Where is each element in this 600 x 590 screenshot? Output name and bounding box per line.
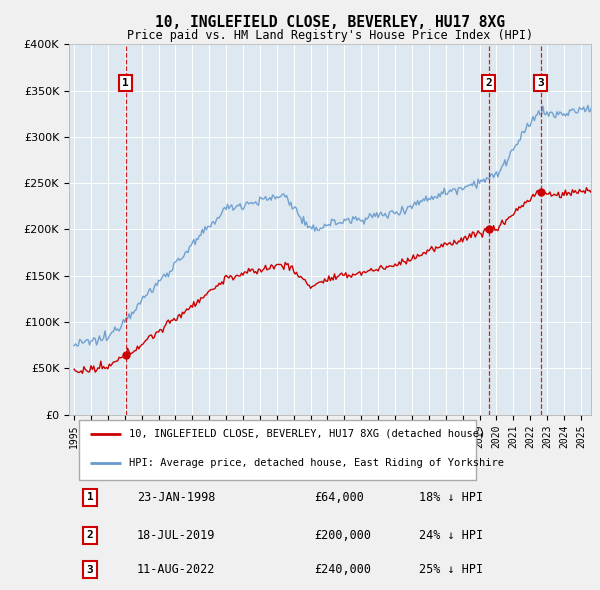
Text: 1: 1 xyxy=(86,493,93,503)
Text: 24% ↓ HPI: 24% ↓ HPI xyxy=(419,529,483,542)
Text: 1: 1 xyxy=(122,78,129,88)
Text: 10, INGLEFIELD CLOSE, BEVERLEY, HU17 8XG (detached house): 10, INGLEFIELD CLOSE, BEVERLEY, HU17 8XG… xyxy=(129,429,485,439)
Text: 3: 3 xyxy=(86,565,93,575)
Text: 11-AUG-2022: 11-AUG-2022 xyxy=(137,563,215,576)
Text: 3: 3 xyxy=(537,78,544,88)
Text: £64,000: £64,000 xyxy=(314,491,364,504)
Text: 2: 2 xyxy=(86,530,93,540)
Text: 23-JAN-1998: 23-JAN-1998 xyxy=(137,491,215,504)
Text: 18% ↓ HPI: 18% ↓ HPI xyxy=(419,491,483,504)
Text: £200,000: £200,000 xyxy=(314,529,371,542)
Text: Price paid vs. HM Land Registry's House Price Index (HPI): Price paid vs. HM Land Registry's House … xyxy=(127,30,533,42)
Text: 10, INGLEFIELD CLOSE, BEVERLEY, HU17 8XG: 10, INGLEFIELD CLOSE, BEVERLEY, HU17 8XG xyxy=(155,15,505,30)
FancyBboxPatch shape xyxy=(79,420,476,480)
Text: 2: 2 xyxy=(485,78,492,88)
Text: 25% ↓ HPI: 25% ↓ HPI xyxy=(419,563,483,576)
Text: HPI: Average price, detached house, East Riding of Yorkshire: HPI: Average price, detached house, East… xyxy=(129,458,504,468)
Text: £240,000: £240,000 xyxy=(314,563,371,576)
Text: 18-JUL-2019: 18-JUL-2019 xyxy=(137,529,215,542)
